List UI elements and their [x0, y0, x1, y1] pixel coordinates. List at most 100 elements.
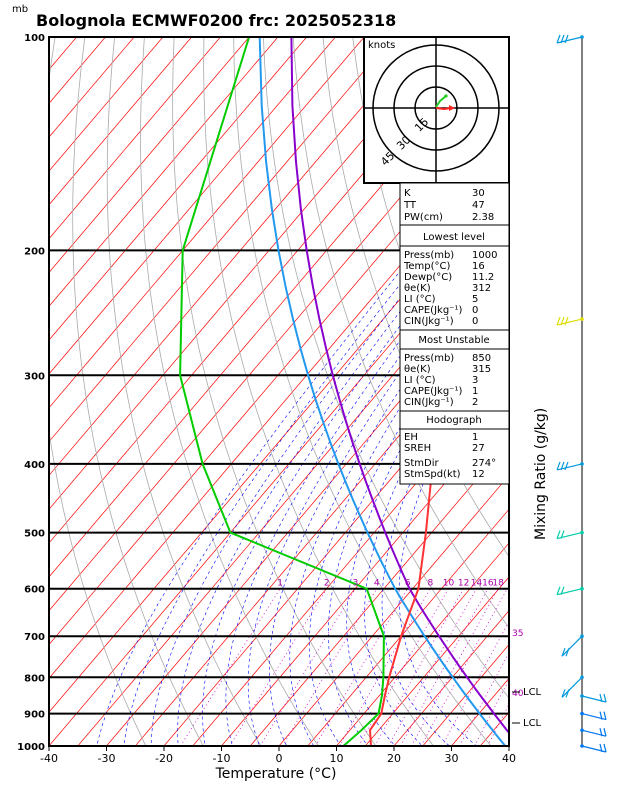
- lcl-label-upper: LCL: [523, 687, 542, 698]
- wind-barb-feather: [560, 586, 565, 595]
- dry-adiabat: [140, 37, 319, 746]
- wind-barb-feather: [603, 693, 607, 703]
- wind-barbs-staff: [556, 34, 607, 753]
- isotherm-line: [364, 576, 509, 746]
- wind-barb-feather: [599, 693, 603, 703]
- mixing-ratio-label: 1: [277, 579, 283, 589]
- wind-barb-feather: [561, 689, 566, 698]
- pressure-unit-label: mb: [12, 4, 28, 15]
- row-label: θe(K): [404, 283, 431, 294]
- row-value: 0: [472, 316, 478, 327]
- moist-adiabat: [225, 217, 494, 746]
- wind-barb-feather: [599, 728, 603, 737]
- wind-barb-feather: [599, 711, 603, 720]
- wind-barb-feather: [556, 586, 561, 595]
- right-axis-label: Mixing Ratio (g/kg): [533, 408, 549, 540]
- lcl-label-lower: LCL: [523, 718, 542, 729]
- isotherm-line: [49, 37, 308, 341]
- dry-adiabat: [203, 37, 434, 746]
- row-label: CIN(Jkg⁻¹): [404, 397, 454, 408]
- x-axis-label: Temperature (°C): [215, 766, 337, 782]
- row-label: CAPE(Jkg⁻¹): [404, 305, 462, 316]
- temperature-tick-label: 30: [445, 752, 459, 765]
- isotherm-line: [49, 37, 164, 172]
- row-value: 274°: [472, 458, 496, 469]
- isotherm-line: [49, 170, 509, 713]
- dry-adiabat: [72, 37, 204, 746]
- temperature-tick-label: -30: [98, 752, 116, 765]
- parcel-path-blue: [258, 37, 507, 746]
- indices-block: K 30 TT 47 PW(cm) 2.38: [403, 188, 494, 223]
- wind-barb-feather: [603, 728, 607, 737]
- temperature-tick-labels: -40 -30 -20 -10 0 10 20 30 40: [40, 746, 516, 765]
- row-label: Dewp(°C): [404, 272, 452, 283]
- moist-adiabat: [364, 293, 509, 746]
- isotherm-line: [49, 37, 336, 375]
- index-value: 47: [472, 200, 485, 211]
- index-value: 30: [472, 188, 485, 199]
- index-value: 2.38: [472, 212, 494, 223]
- row-value: 2: [472, 397, 478, 408]
- hodograph-header: Hodograph: [426, 415, 481, 426]
- moist-adiabat: [177, 217, 474, 746]
- row-value: 11.2: [472, 272, 494, 283]
- pressure-tick-label: 100: [24, 33, 45, 44]
- pressure-tick-label: 600: [24, 585, 45, 596]
- lowest-level-header: Lowest level: [423, 232, 485, 243]
- mixing-ratio-label: 12: [458, 579, 469, 589]
- mixing-ratio-line: [282, 588, 378, 746]
- moist-adiabat: [247, 217, 504, 746]
- isotherm-line: [49, 37, 394, 443]
- dry-adiabat: [172, 37, 377, 746]
- mixing-ratio-line: [420, 588, 508, 746]
- parcel-path-purple: [290, 37, 509, 735]
- isotherm-line: [335, 542, 509, 746]
- row-label: StmSpd(kt): [404, 469, 461, 480]
- row-value: 850: [472, 353, 491, 364]
- pressure-tick-label: 800: [24, 673, 45, 684]
- row-label: Temp(°C): [403, 261, 451, 272]
- row-label: θe(K): [404, 364, 431, 375]
- isotherm-line: [49, 37, 423, 476]
- row-value: 315: [472, 364, 491, 375]
- mixing-ratio-line: [339, 588, 431, 746]
- moist-adiabat: [123, 217, 454, 746]
- wind-barb-feather: [556, 316, 561, 326]
- mixing-ratio-label: 10: [443, 579, 455, 589]
- mixing-ratio-label: 18: [492, 579, 504, 589]
- row-label: CAPE(Jkg⁻¹): [404, 386, 462, 397]
- row-label: EH: [404, 432, 418, 443]
- row-label: SREH: [404, 443, 431, 454]
- isotherm-line: [49, 37, 365, 409]
- sounding-indices-panel: K 30 TT 47 PW(cm) 2.38 Lowest level Pres…: [399, 182, 510, 485]
- wind-barb-feather: [565, 689, 570, 698]
- mixing-ratio-label: 16: [482, 579, 494, 589]
- dry-adiabat: [262, 37, 509, 699]
- row-value: 5: [472, 294, 478, 305]
- moist-adiabat: [289, 236, 509, 746]
- wind-barb-feather: [564, 316, 569, 326]
- isotherm-line: [278, 474, 509, 746]
- mixing-ratio-line: [441, 620, 509, 746]
- row-value: 1: [472, 432, 478, 443]
- isotherm-line: [220, 407, 509, 746]
- mixing-ratio-label: 8: [428, 579, 434, 589]
- index-label: TT: [403, 200, 417, 211]
- temperature-tick-label: 40: [502, 752, 516, 765]
- moist-adiabat: [327, 264, 509, 746]
- mixing-ratio-label: 14: [471, 579, 483, 589]
- hodograph-trace-green: [435, 95, 447, 108]
- hodograph-unit: knots: [368, 40, 395, 51]
- most-unstable-header: Most Unstable: [418, 335, 489, 346]
- wind-barb-feather: [556, 530, 561, 539]
- row-value: 16: [472, 261, 485, 272]
- mixing-ratio-line: [400, 588, 489, 746]
- pressure-tick-label: 400: [24, 460, 45, 471]
- mixing-ratio-line: [314, 588, 408, 746]
- wind-barb-feather: [560, 34, 565, 44]
- dry-adiabat: [322, 37, 509, 558]
- pressure-tick-label: 900: [24, 710, 45, 721]
- moist-adiabat: [269, 223, 509, 746]
